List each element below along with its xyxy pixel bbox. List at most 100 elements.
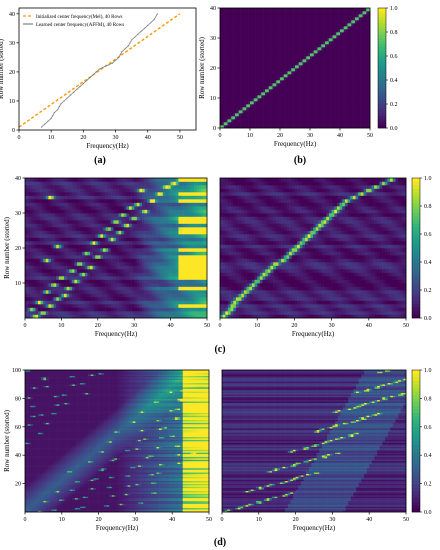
heatmap-cell: [97, 234, 101, 238]
heatmap-cell: [315, 14, 318, 18]
heatmap-cell: [27, 248, 31, 252]
heatmap-cell: [296, 29, 300, 33]
heatmap-cell: [90, 293, 93, 298]
heatmap-cell: [236, 50, 240, 54]
heatmap-cell: [178, 290, 182, 294]
heatmap-cell: [223, 17, 226, 21]
heatmap-cell: [268, 47, 271, 51]
heatmap-cell: [235, 83, 238, 87]
heatmap-cell: [263, 59, 266, 63]
heatmap-cell: [300, 116, 303, 120]
heatmap-cell: [265, 110, 268, 114]
heatmap-cell: [196, 311, 200, 315]
heatmap-cell: [293, 107, 296, 111]
heatmap-cell: [281, 95, 285, 99]
heatmap-cell: [126, 290, 130, 294]
heatmap-cell: [221, 47, 225, 51]
heatmap-cell: [134, 311, 138, 315]
heatmap-cell: [280, 38, 283, 42]
heatmap-cell: [298, 125, 301, 129]
heatmap-cell: [257, 32, 260, 36]
heatmap-cell: [157, 279, 161, 284]
heatmap-cell: [160, 272, 164, 277]
heatmap-cell: [353, 32, 356, 36]
series-point: [85, 80, 88, 82]
heatmap-cell: [53, 269, 57, 273]
heatmap-cell: [69, 265, 73, 270]
heatmap-cell: [113, 255, 117, 259]
heatmap-cell: [364, 110, 367, 114]
heatmap-cell: [355, 107, 358, 111]
heatmap-cell: [308, 104, 311, 108]
heatmap-cell: [291, 50, 294, 54]
heatmap-cell: [32, 314, 36, 319]
heatmap-cell: [240, 29, 243, 33]
heatmap-cell: [287, 26, 290, 30]
heatmap-cell: [347, 89, 350, 93]
heatmap-cell: [362, 95, 365, 99]
heatmap-cell: [366, 53, 369, 57]
heatmap-cell: [362, 47, 365, 51]
heatmap-cell: [311, 59, 315, 63]
heatmap-cell: [296, 50, 300, 54]
heatmap-cell: [87, 251, 91, 256]
heatmap-cell: [345, 122, 348, 126]
heatmap-cell: [281, 29, 285, 33]
heatmap-cell: [74, 265, 78, 270]
heatmap-cell: [227, 122, 230, 126]
heatmap-cell: [355, 116, 358, 120]
heatmap-cell: [291, 119, 294, 123]
heatmap-cell: [349, 26, 352, 30]
heatmap-cell: [90, 286, 93, 291]
heatmap-cell: [280, 23, 283, 27]
heatmap-cell: [274, 20, 277, 24]
heatmap-cell: [48, 251, 52, 256]
heatmap-cell: [330, 74, 333, 78]
heatmap-cell: [356, 23, 360, 27]
heatmap-cell: [293, 89, 296, 93]
heatmap-cell: [35, 293, 39, 298]
heatmap-cell: [155, 241, 158, 245]
y-tick-label: 20: [210, 66, 216, 72]
heatmap-cell: [360, 119, 363, 123]
series-point: [44, 123, 46, 125]
heatmap-cell: [53, 262, 57, 266]
series-point: [118, 56, 120, 58]
heatmap-cell: [266, 62, 270, 66]
heatmap-cell: [276, 92, 279, 96]
heatmap-cell: [270, 110, 273, 114]
heatmap-cell: [313, 20, 316, 24]
heatmap-cell: [131, 244, 135, 249]
heatmap-cell: [221, 26, 225, 30]
heatmap-cell: [278, 50, 281, 54]
heatmap-cell: [338, 26, 341, 30]
heatmap-cell: [313, 116, 316, 120]
heatmap-cell: [298, 50, 301, 54]
heatmap-cell: [261, 113, 264, 117]
heatmap-cell: [113, 248, 117, 252]
heatmap-cell: [231, 98, 234, 102]
heatmap-cell: [121, 237, 125, 242]
heatmap-cell: [56, 244, 60, 249]
heatmap-cell: [244, 89, 247, 93]
heatmap-cell: [330, 35, 333, 39]
heatmap-cell: [157, 241, 161, 245]
heatmap-cell: [332, 74, 335, 78]
heatmap-cell: [360, 17, 363, 21]
heatmap-cell: [317, 107, 320, 111]
heatmap-cell: [61, 269, 65, 273]
heatmap-cell: [283, 11, 286, 15]
heatmap-cell: [311, 77, 315, 81]
heatmap-cell: [231, 83, 234, 87]
heatmap-cell: [311, 113, 315, 117]
heatmap-cell: [336, 92, 339, 96]
heatmap-cell: [308, 59, 311, 63]
heatmap-cell: [71, 279, 75, 284]
heatmap-cell: [100, 297, 104, 301]
heatmap-cell: [77, 244, 80, 249]
heatmap-cell: [349, 14, 352, 18]
heatmap-cell: [278, 77, 281, 81]
heatmap-cell: [231, 23, 234, 27]
heatmap-cell: [263, 80, 266, 84]
heatmap-cell: [323, 50, 326, 54]
